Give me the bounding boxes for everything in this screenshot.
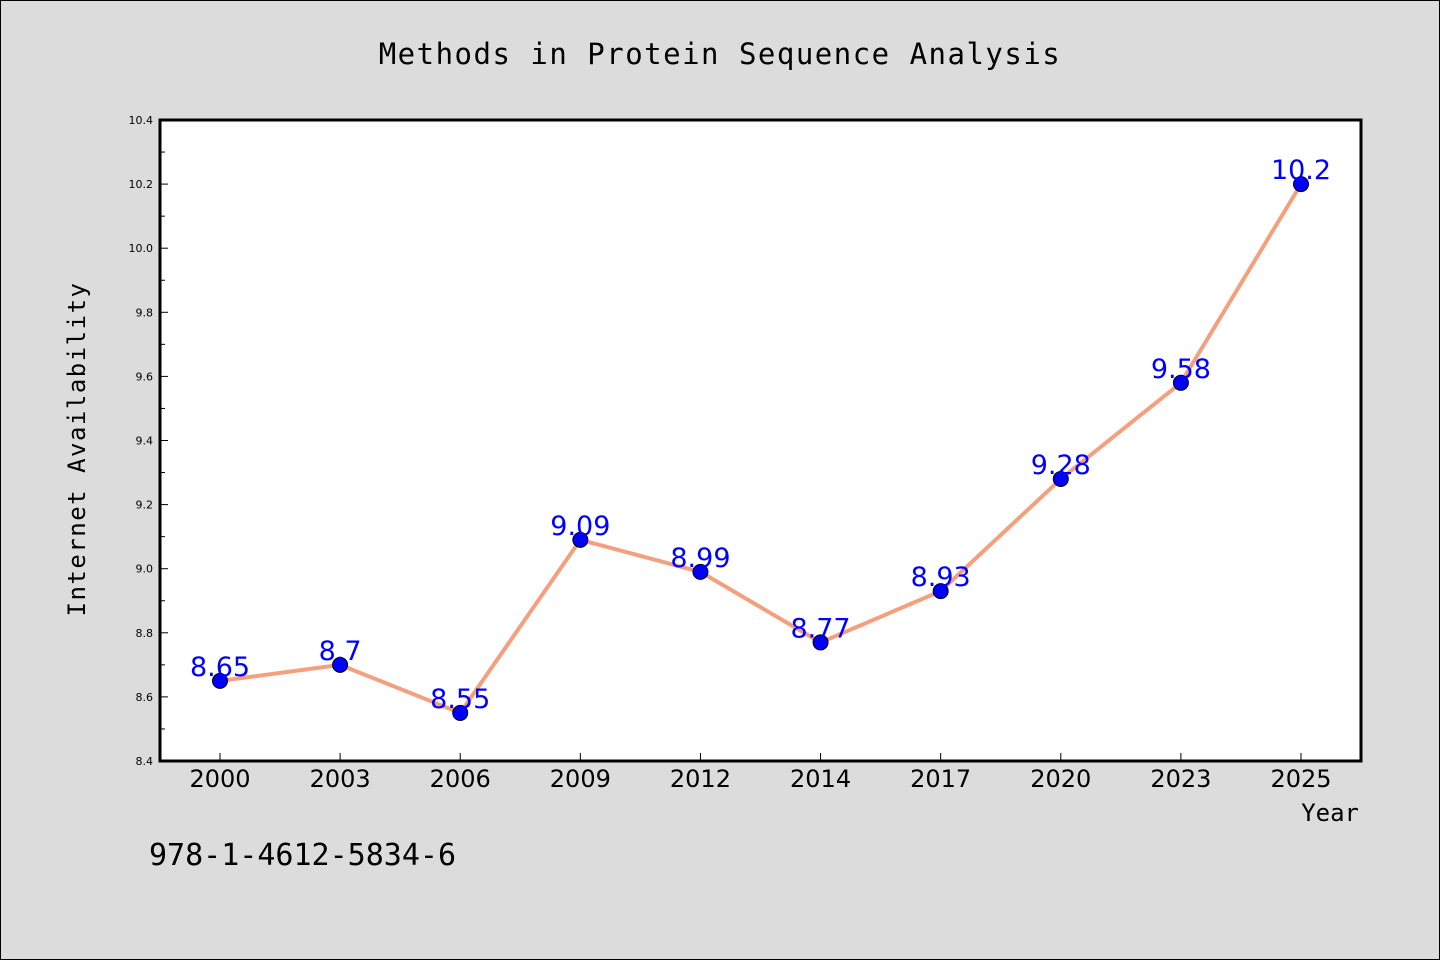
y-tick-label: 8.4 xyxy=(136,755,154,768)
data-label: 9.09 xyxy=(550,511,610,542)
data-point xyxy=(452,704,469,721)
y-axis-label: Internet Availability xyxy=(63,282,91,617)
chart-title: Methods in Protein Sequence Analysis xyxy=(379,37,1062,71)
data-point xyxy=(1172,374,1189,391)
y-tick-label: 9.4 xyxy=(136,435,154,448)
data-label: 9.58 xyxy=(1151,354,1211,385)
data-label: 8.7 xyxy=(319,636,362,667)
y-tick-label: 9.0 xyxy=(136,563,154,576)
data-point xyxy=(212,672,228,689)
y-tick-label: 9.6 xyxy=(136,370,154,383)
y-tick-label: 9.8 xyxy=(136,306,154,319)
x-axis-ticks: 2000 2003 2006 2009 2012 2014 2017 2020 2023 2025 xyxy=(189,753,1332,793)
data-label: 9.28 xyxy=(1031,450,1091,481)
x-tick-label: 2000 xyxy=(189,765,250,793)
x-tick-label: 2012 xyxy=(670,765,731,793)
x-tick-label: 2006 xyxy=(430,765,491,793)
data-label: 8.93 xyxy=(911,562,971,593)
y-tick-label: 9.2 xyxy=(136,499,154,512)
x-tick-label: 2023 xyxy=(1150,765,1211,793)
series-line xyxy=(218,182,1303,715)
x-tick-label: 2009 xyxy=(550,765,611,793)
x-axis-label: Year xyxy=(1301,799,1359,827)
plot-area xyxy=(158,118,1363,763)
y-axis-ticks: 8.4 8.6 8.8 9.0 9.2 9.4 9.6 9.8 10.0 10.2 10.4 xyxy=(129,114,168,768)
y-tick-label: 8.6 xyxy=(136,691,154,704)
isbn-annotation: 978-1-4612-5834-6 xyxy=(149,838,456,873)
data-label: 8.99 xyxy=(670,543,730,574)
data-label: 8.55 xyxy=(430,684,490,715)
data-point xyxy=(932,583,949,600)
data-label: 8.77 xyxy=(790,613,850,644)
y-tick-label: 8.8 xyxy=(136,627,154,640)
data-point xyxy=(692,563,709,580)
data-point xyxy=(1052,470,1069,487)
data-label: 8.65 xyxy=(190,652,250,683)
x-tick-label: 2025 xyxy=(1270,765,1331,793)
y-tick-label: 10.0 xyxy=(129,242,154,255)
x-tick-label: 2020 xyxy=(1030,765,1091,793)
y-tick-label: 10.4 xyxy=(129,114,154,127)
x-tick-label: 2017 xyxy=(910,765,971,793)
data-point xyxy=(332,656,349,673)
data-point xyxy=(572,531,589,548)
data-label: 10.2 xyxy=(1271,155,1331,186)
data-point xyxy=(812,634,829,651)
data-point xyxy=(1293,176,1309,193)
x-tick-label: 2003 xyxy=(310,765,371,793)
y-tick-label: 10.2 xyxy=(129,178,154,191)
x-tick-label: 2014 xyxy=(790,765,851,793)
series-layer: 8.65 8.7 8.55 9.09 8.99 8.77 8.93 9.28 9.58 10.2 xyxy=(190,155,1331,721)
